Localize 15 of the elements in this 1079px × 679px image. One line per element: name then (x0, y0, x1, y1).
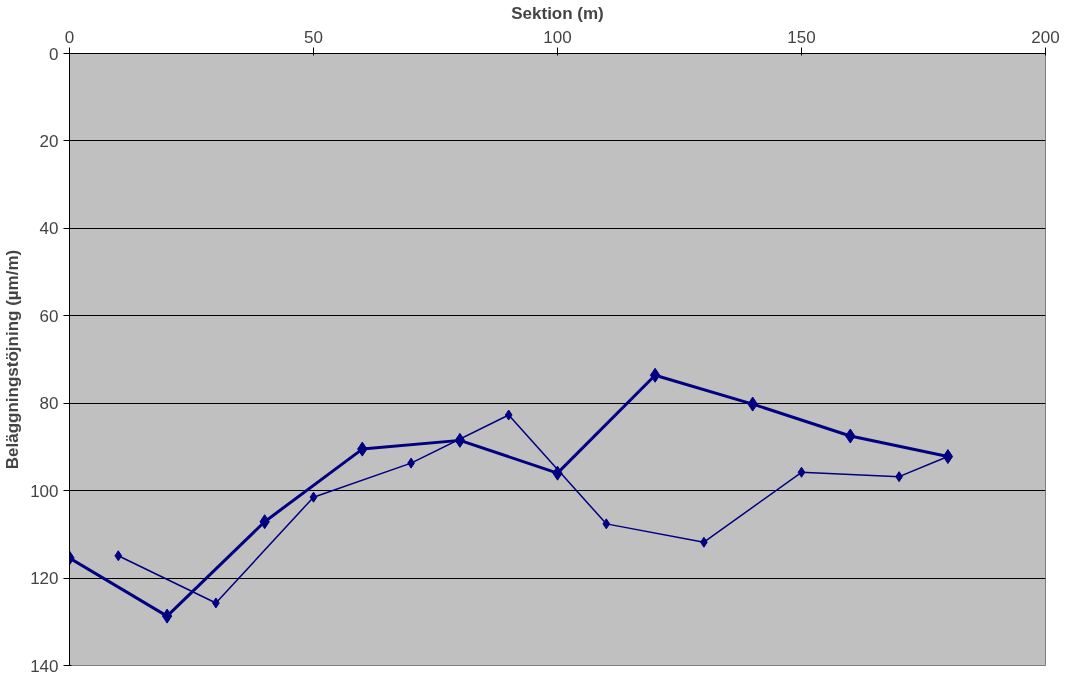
y-tick-label: 120 (30, 569, 59, 589)
x-tick-label: 150 (787, 27, 816, 47)
x-tick-label: 100 (543, 27, 572, 47)
x-tick-label: 50 (304, 27, 323, 47)
x-tick-label: 200 (1031, 27, 1060, 47)
y-tick-label: 140 (30, 656, 59, 676)
x-axis-title: Sektion (m) (511, 3, 604, 23)
x-tick-label: 0 (64, 27, 75, 47)
y-axis-title: Beläggningstöjning (µm/m) (3, 249, 23, 470)
y-tick-label: 20 (39, 131, 59, 151)
y-tick-label: 100 (30, 481, 59, 501)
y-tick-label: 0 (49, 44, 59, 64)
y-tick-label: 80 (39, 394, 59, 414)
y-tick-label: 40 (39, 219, 59, 239)
y-tick-label: 60 (39, 306, 59, 326)
